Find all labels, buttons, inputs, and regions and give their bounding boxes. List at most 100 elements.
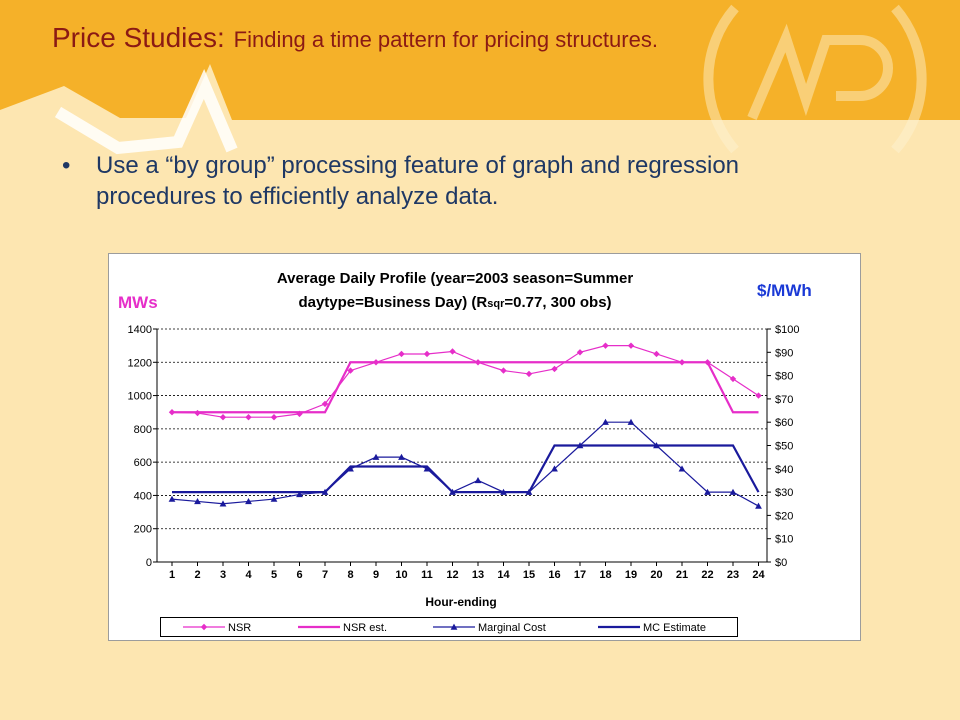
- data-point-marginal-cost: [602, 418, 609, 425]
- x-tick-label: 10: [395, 569, 407, 581]
- x-tick-label: 24: [752, 569, 765, 581]
- series-line-nsr: [171, 345, 759, 418]
- y-right-tick-label: $70: [775, 394, 793, 406]
- data-point-marginal-cost: [347, 465, 354, 472]
- y-axis-left-label: MWs: [118, 293, 158, 312]
- data-point-marginal-cost: [678, 465, 686, 472]
- x-tick-label: 12: [446, 569, 458, 581]
- data-point-marginal-cost: [755, 502, 762, 509]
- x-tick-label: 3: [220, 569, 226, 581]
- chart: Average Daily Profile (year=2003 season=…: [108, 253, 861, 641]
- data-point-nsr: [347, 367, 354, 374]
- data-point-nsr: [245, 414, 252, 421]
- chart-title-line2: daytype=Business Day) (Rsqr=0.77, 300 ob…: [298, 294, 611, 311]
- data-point-marginal-cost: [474, 477, 482, 484]
- x-tick-label: 22: [701, 569, 713, 581]
- title-banner: [0, 0, 960, 120]
- y-left-tick-label: 0: [146, 557, 152, 569]
- y-right-tick-label: $90: [775, 347, 793, 359]
- x-tick-label: 6: [296, 569, 302, 581]
- series-line-mc-estimate: [172, 444, 760, 494]
- data-point-nsr: [219, 414, 227, 421]
- data-point-nsr: [500, 367, 507, 374]
- data-point-marginal-cost: [551, 465, 558, 472]
- x-tick-label: 8: [347, 569, 353, 581]
- legend-label-mc-estimate: MC Estimate: [643, 622, 706, 634]
- y-right-tick-label: $20: [775, 510, 793, 522]
- data-point-marginal-cost: [296, 491, 303, 498]
- data-point-nsr: [270, 414, 278, 421]
- plot-area: 0 200 400 600 800 1000 1200 1400 $0 $10 $20 $30 $40 $…: [128, 324, 800, 581]
- y-right-tick-label: $60: [775, 417, 793, 429]
- x-tick-label: 19: [625, 569, 637, 581]
- data-point-nsr: [755, 392, 762, 399]
- data-point-marginal-cost: [194, 498, 201, 505]
- x-tick-label: 7: [322, 569, 328, 581]
- y-left-tick-label: 1000: [128, 391, 152, 403]
- zigzag-accent: [54, 68, 238, 155]
- x-tick-label: 4: [245, 569, 252, 581]
- data-point-nsr: [602, 342, 609, 349]
- legend-marker-marginal-cost: [450, 623, 458, 630]
- y-right-tick-label: $0: [775, 557, 787, 569]
- x-tick-label: 14: [497, 569, 510, 581]
- x-tick-label: 5: [271, 569, 277, 581]
- legend-label-nsr-est: NSR est.: [343, 622, 387, 634]
- y-right-tick-label: $100: [775, 324, 799, 336]
- data-point-marginal-cost: [704, 488, 711, 495]
- x-tick-label: 17: [574, 569, 586, 581]
- y-left-tick-label: 1400: [128, 324, 152, 336]
- x-tick-label: 2: [194, 569, 200, 581]
- x-tick-label: 1: [169, 569, 175, 581]
- y-right-tick-label: $30: [775, 487, 793, 499]
- y-right-tick-label: $10: [775, 534, 793, 546]
- data-point-marginal-cost: [168, 495, 176, 502]
- data-point-nsr: [551, 365, 558, 373]
- series-line-nsr-est: [172, 361, 759, 414]
- y-left-tick-label: 400: [134, 490, 152, 502]
- data-point-nsr: [653, 350, 660, 358]
- series-line-marginal-cost: [171, 421, 759, 507]
- y-left-tick-label: 200: [134, 524, 152, 536]
- y-right-tick-label: $50: [775, 441, 793, 453]
- data-point-marginal-cost: [219, 500, 227, 507]
- logo-watermark: [703, 4, 927, 154]
- data-point-marginal-cost: [398, 453, 405, 460]
- x-tick-label: 18: [599, 569, 611, 581]
- data-point-marginal-cost: [270, 495, 278, 502]
- y-left-tick-label: 1200: [128, 357, 152, 369]
- slide-title: Price Studies: Finding a time pattern fo…: [52, 18, 658, 55]
- x-tick-label: 11: [421, 569, 433, 581]
- y-left-tick-label: 600: [134, 457, 152, 469]
- x-tick-label: 20: [650, 569, 662, 581]
- chart-title-line1: Average Daily Profile (year=2003 season=…: [277, 270, 633, 287]
- y-axis-right-label: $/MWh: [757, 281, 812, 300]
- data-point-nsr: [449, 348, 456, 355]
- x-tick-label: 16: [548, 569, 560, 581]
- x-tick-label: 15: [523, 569, 535, 581]
- data-point-marginal-cost: [372, 453, 380, 460]
- data-point-marginal-cost: [729, 488, 737, 495]
- x-tick-label: 9: [373, 569, 379, 581]
- data-point-nsr: [398, 350, 405, 358]
- y-right-tick-label: $80: [775, 371, 793, 383]
- chart-title-line2-sub: sqr: [487, 298, 505, 310]
- legend-items: NSR NSR est. Marginal Cost MC Estimate: [183, 622, 706, 634]
- bullet-item: Use a “by group” processing feature of g…: [62, 150, 862, 212]
- data-point-nsr: [423, 350, 431, 358]
- x-axis-label: Hour-ending: [425, 595, 496, 609]
- x-tick-label: 23: [727, 569, 739, 581]
- data-point-marginal-cost: [423, 465, 431, 472]
- legend: NSR NSR est. Marginal Cost MC Estimate: [160, 617, 738, 637]
- data-point-marginal-cost: [245, 498, 252, 505]
- legend-label-nsr: NSR: [228, 622, 251, 634]
- chart-title-line2-a: daytype=Business Day) (R: [298, 294, 487, 311]
- data-point-nsr: [627, 342, 635, 349]
- x-tick-label: 13: [472, 569, 484, 581]
- bullet-list: Use a “by group” processing feature of g…: [62, 150, 862, 212]
- y-left-tick-label: 800: [134, 424, 152, 436]
- data-point-marginal-cost: [627, 418, 635, 425]
- legend-label-marginal-cost: Marginal Cost: [478, 622, 546, 634]
- data-point-nsr: [729, 375, 737, 383]
- legend-marker-nsr: [200, 623, 208, 631]
